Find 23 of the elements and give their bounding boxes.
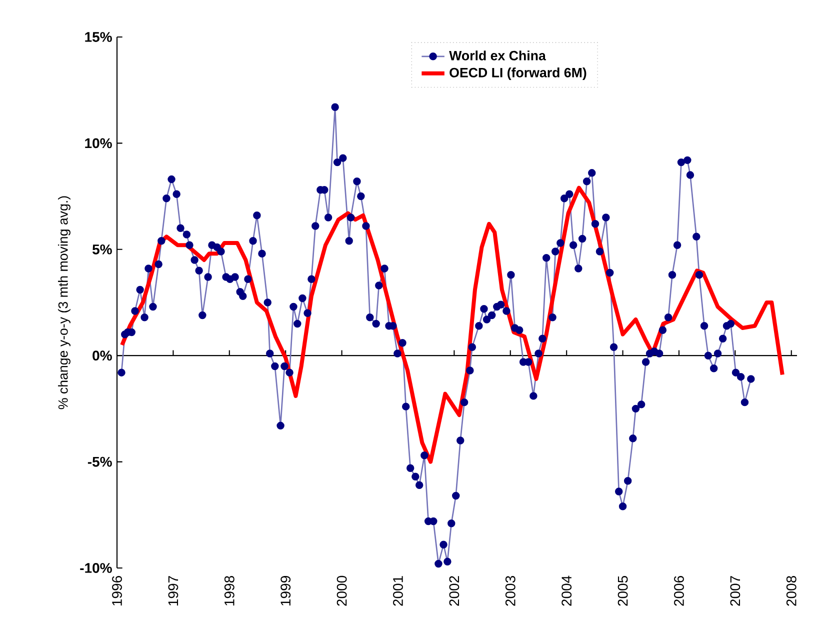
line-series — [120, 186, 784, 464]
x-tick-label: 1998 — [224, 576, 234, 606]
y-tick-label: 5% — [92, 244, 112, 254]
x-tick-label: 2008 — [786, 576, 796, 606]
y-tick-label: -10% — [80, 563, 112, 573]
legend-label: OECD LI (forward 6M) — [450, 68, 586, 80]
y-tick-label: 0% — [92, 350, 112, 361]
x-tick-label: 2007 — [730, 576, 740, 606]
x-tick-label: 2006 — [674, 576, 684, 606]
x-tick-label: 2003 — [505, 576, 516, 606]
y-tick-label: 10% — [85, 138, 112, 148]
y-axis-title: % change y-o-y (3 mth moving avg.) — [58, 196, 70, 410]
x-tick-label: 1997 — [168, 576, 178, 606]
y-tick-label: 15% — [85, 32, 112, 42]
x-tick-label: 2005 — [618, 576, 628, 606]
x-tick-label: 2000 — [336, 576, 347, 606]
x-tick-label: 2002 — [449, 576, 460, 606]
legend-label: World ex China — [449, 50, 546, 60]
x-tick-label: 1999 — [280, 576, 291, 606]
x-tick-label: 2004 — [562, 576, 572, 606]
x-tick-label: 1996 — [112, 576, 122, 606]
y-tick-label: -5% — [88, 456, 112, 467]
x-tick-label: 2001 — [393, 576, 403, 606]
